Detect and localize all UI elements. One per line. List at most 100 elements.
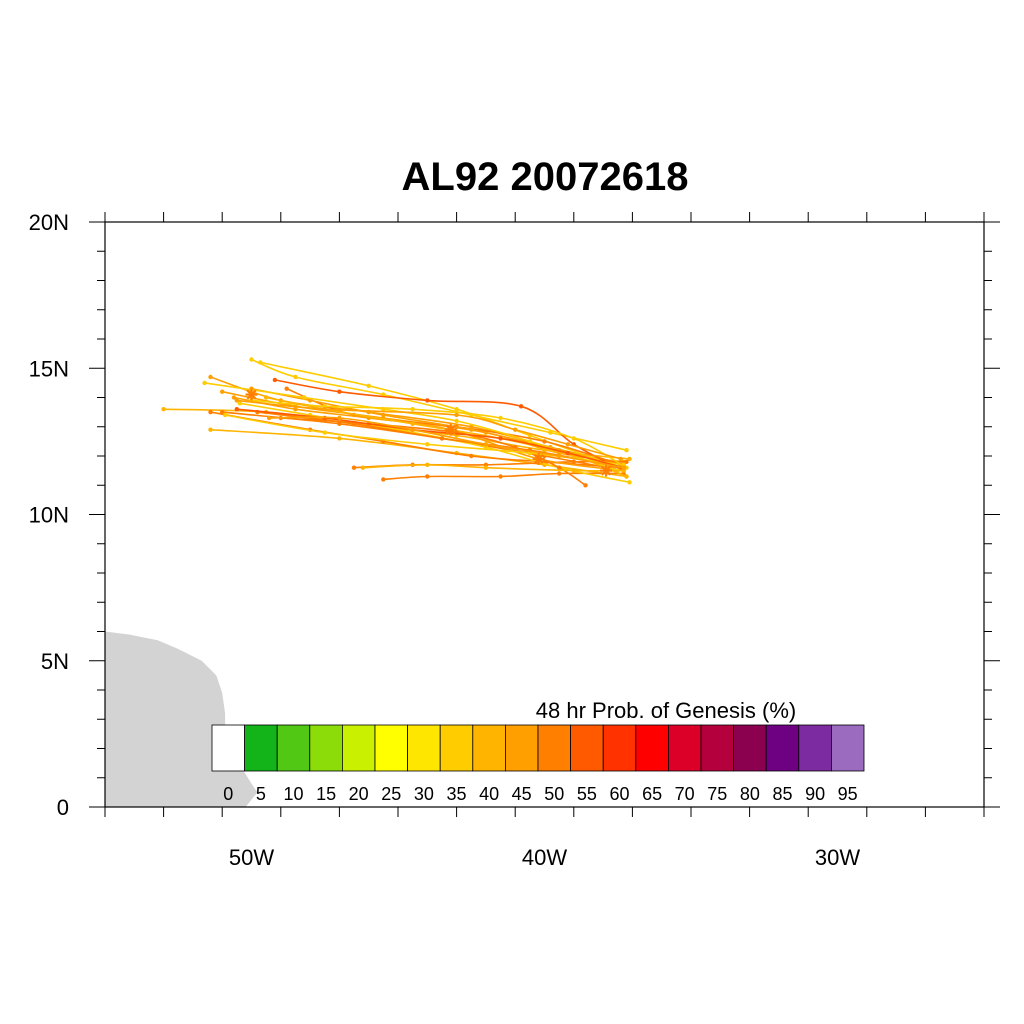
track-point xyxy=(381,407,386,412)
track-point xyxy=(583,483,588,488)
track-point xyxy=(627,456,632,462)
track-point xyxy=(565,450,571,456)
track-point xyxy=(410,427,415,432)
colorbar-swatch xyxy=(309,724,343,772)
track-line xyxy=(204,382,619,472)
track-point xyxy=(337,389,342,394)
track-point xyxy=(337,436,342,441)
mean-position-marker xyxy=(600,464,613,477)
track-point xyxy=(231,395,237,400)
track-point xyxy=(527,439,533,444)
ocean-background xyxy=(105,222,984,807)
colorbar-label: 70 xyxy=(675,784,695,804)
track-point xyxy=(557,465,562,470)
colorbar-label: 45 xyxy=(512,784,532,804)
colorbar-swatch xyxy=(407,724,441,772)
ensemble-track xyxy=(234,398,623,462)
track-point xyxy=(483,465,489,470)
track-point xyxy=(542,439,547,444)
colorbar-swatch xyxy=(211,724,245,772)
track-point xyxy=(337,415,342,421)
mean-position-marker xyxy=(245,388,258,401)
lat-label: 10N xyxy=(29,503,69,528)
track-point xyxy=(425,398,430,403)
track-point xyxy=(234,407,239,412)
track-point xyxy=(425,474,430,479)
track-point xyxy=(249,357,254,362)
colorbar-label: 85 xyxy=(772,784,792,804)
lat-label: 5N xyxy=(41,649,69,674)
colorbar-label: 10 xyxy=(283,784,303,804)
track-point xyxy=(454,412,459,418)
colorbar-label: 20 xyxy=(349,784,369,804)
track-line xyxy=(269,416,624,469)
colorbar-swatch xyxy=(602,724,637,772)
colorbar-swatch xyxy=(341,724,376,772)
track-point xyxy=(618,456,623,462)
track-point xyxy=(548,430,553,435)
track-point xyxy=(293,407,298,412)
track-point xyxy=(425,462,430,467)
track-point xyxy=(351,465,357,470)
track-point xyxy=(565,442,571,447)
map-frame xyxy=(89,212,1000,817)
colorbar-swatch xyxy=(504,724,539,772)
lon-label: 50W xyxy=(229,845,274,870)
colorbar-swatch xyxy=(831,724,865,772)
mean-position-marker xyxy=(444,423,457,436)
lon-label: 40W xyxy=(522,845,567,870)
track-point xyxy=(322,407,327,412)
track-point xyxy=(624,459,629,464)
colorbar-swatch xyxy=(276,724,311,772)
track-point xyxy=(469,453,474,459)
track-point xyxy=(266,415,272,421)
colorbar-label: 75 xyxy=(707,784,727,804)
lat-label: 20N xyxy=(29,210,69,235)
colorbar-swatch xyxy=(668,724,702,772)
colorbar-swatch xyxy=(439,724,474,772)
track-point xyxy=(624,448,629,453)
track-point xyxy=(469,427,474,432)
track-point xyxy=(322,430,327,435)
colorbar-label: 0 xyxy=(223,784,233,804)
colorbar-title: 48 hr Prob. of Genesis (%) xyxy=(536,698,796,723)
track-point xyxy=(425,442,430,447)
track-point xyxy=(161,407,166,412)
track-point xyxy=(513,427,518,432)
track-point xyxy=(284,386,289,391)
track-point xyxy=(439,436,445,441)
track-point xyxy=(454,418,459,424)
track-point xyxy=(220,409,225,415)
colorbar-label: 50 xyxy=(544,784,564,804)
ensemble-track xyxy=(202,380,620,473)
track-point xyxy=(498,415,503,421)
track-point xyxy=(263,395,269,400)
track-point xyxy=(557,471,562,476)
colorbar-swatch xyxy=(635,724,669,772)
colorbar-label: 35 xyxy=(446,784,466,804)
track-point xyxy=(381,412,386,418)
lon-label: 30W xyxy=(815,845,860,870)
colorbar-label: 30 xyxy=(414,784,434,804)
colorbar-label: 65 xyxy=(642,784,662,804)
colorbar-label: 60 xyxy=(609,784,629,804)
colorbar-swatch xyxy=(570,724,604,772)
colorbar-swatches xyxy=(211,724,865,772)
colorbar-labels: 0 5 10 15 20 25 30 35 40 45 50 55 60 65 70 75 80 85 90 95 xyxy=(223,784,857,804)
track-point xyxy=(498,436,503,441)
colorbar-swatch xyxy=(765,724,800,772)
track-point xyxy=(237,401,242,406)
track-point xyxy=(366,383,371,388)
track-point xyxy=(222,412,228,418)
colorbar-label: 95 xyxy=(838,784,858,804)
track-point xyxy=(498,474,503,479)
track-point xyxy=(454,407,459,412)
track-point xyxy=(571,436,576,441)
colorbar-label: 25 xyxy=(381,784,401,804)
track-point xyxy=(518,404,524,409)
track-layer xyxy=(161,357,632,488)
longitude-labels: 50W 40W 30W xyxy=(229,845,860,870)
track-point xyxy=(483,442,489,447)
track-point xyxy=(208,409,213,415)
colorbar: 48 hr Prob. of Genesis (%) 0 5 10 15 20 25 30 3… xyxy=(211,698,865,804)
